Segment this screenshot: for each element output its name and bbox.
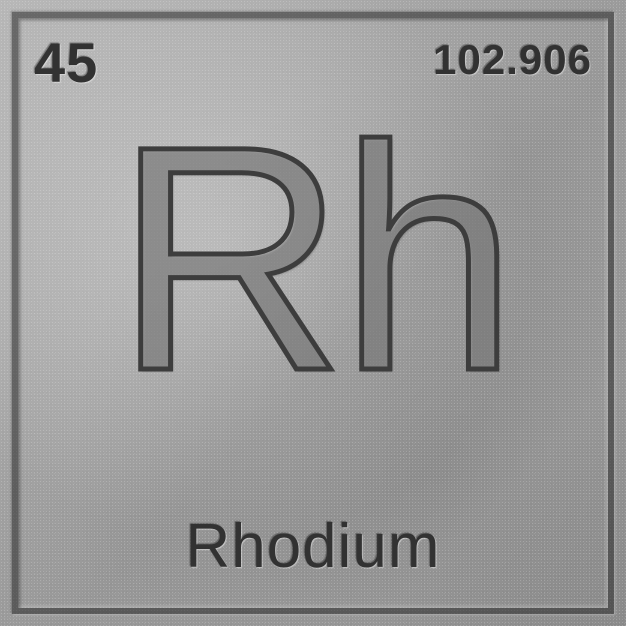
element-symbol: Rh xyxy=(114,98,511,418)
atomic-number: 45 xyxy=(34,30,98,95)
element-tile: 45 102.906 Rh Rhodium xyxy=(0,0,626,626)
atomic-mass: 102.906 xyxy=(433,36,592,84)
element-name: Rhodium xyxy=(185,511,440,582)
